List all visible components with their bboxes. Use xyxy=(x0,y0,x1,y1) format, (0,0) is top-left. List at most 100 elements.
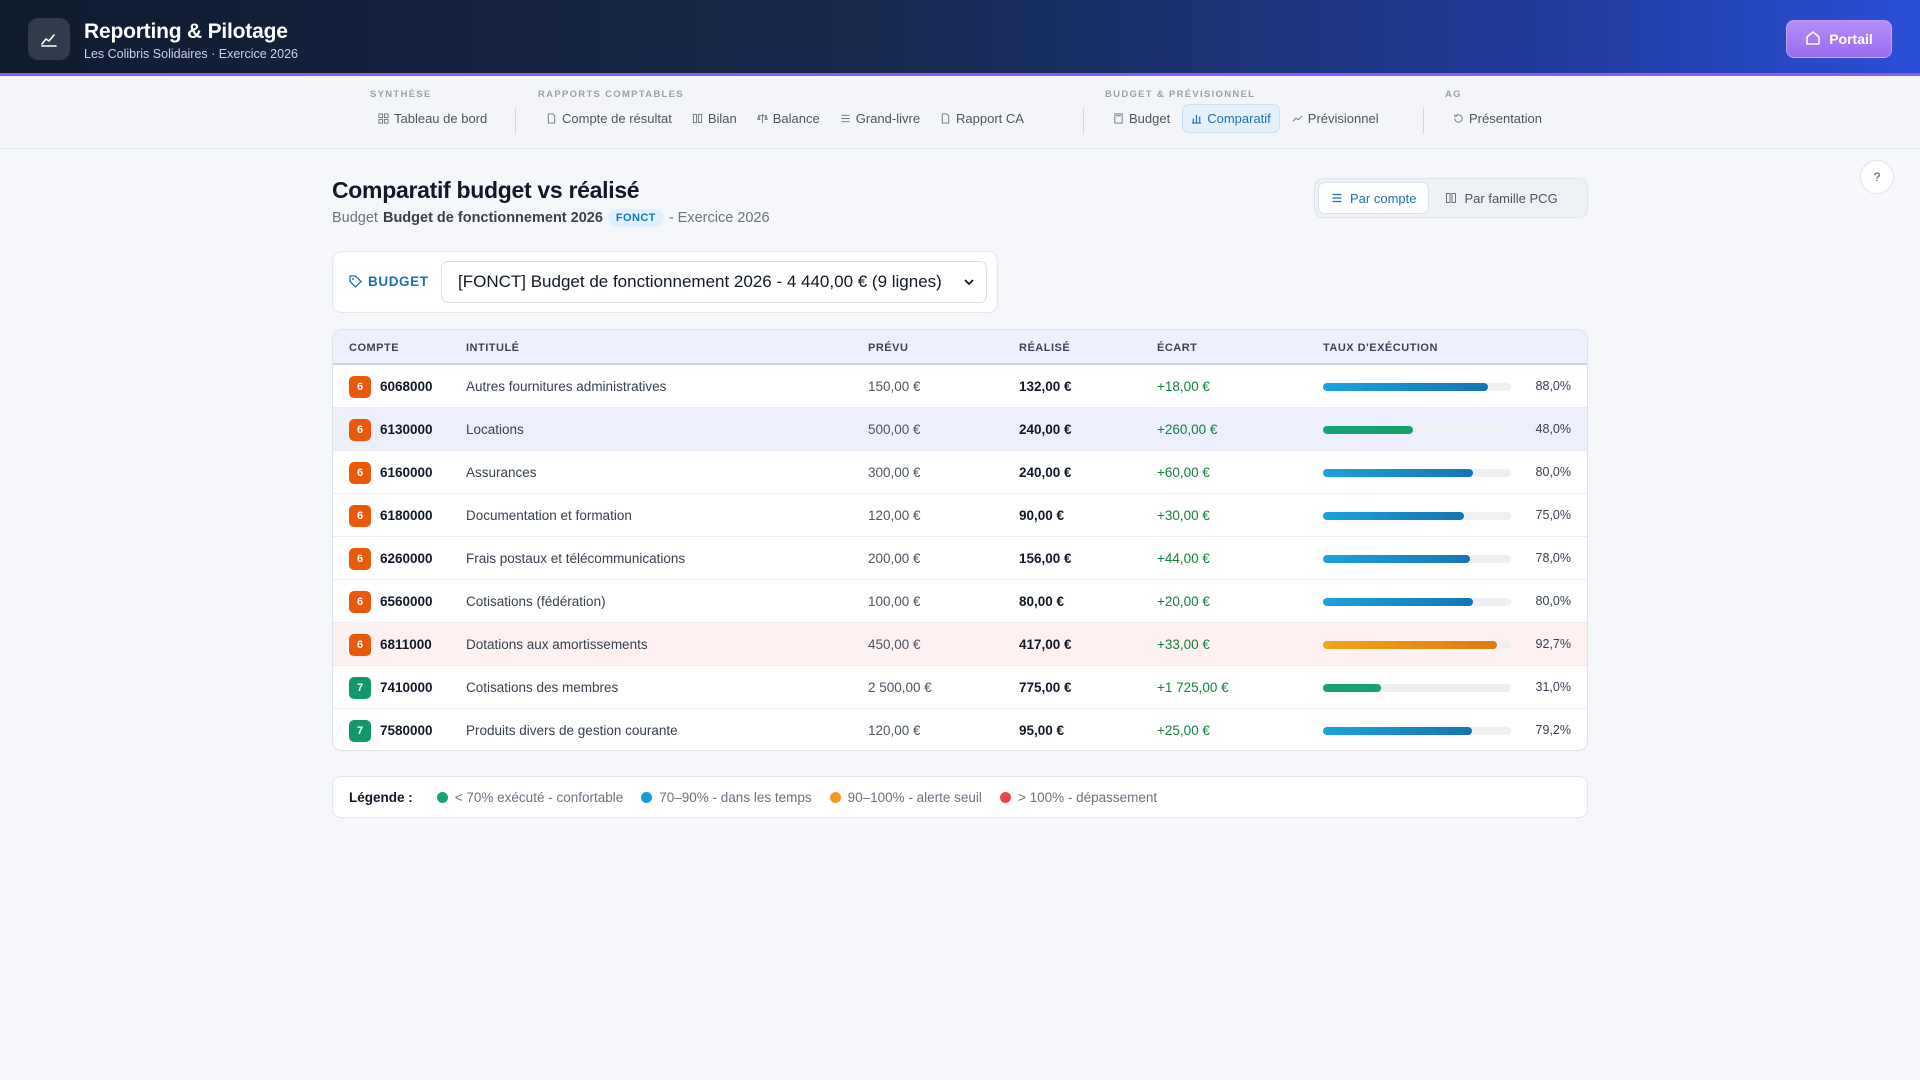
execution-rate-bar xyxy=(1323,555,1511,563)
view-by-family-button[interactable]: Par famille PCG xyxy=(1433,182,1569,214)
variance-amount: +20,00 € xyxy=(1157,594,1210,609)
account-number: 6560000 xyxy=(380,594,433,609)
document-icon xyxy=(941,113,950,124)
actual-amount: 240,00 € xyxy=(1019,465,1072,480)
account-number: 7410000 xyxy=(380,680,433,695)
trend-icon xyxy=(1292,115,1303,122)
chevron-down-icon xyxy=(964,279,974,286)
bar-chart-icon xyxy=(1192,114,1202,124)
variance-amount: +260,00 € xyxy=(1157,422,1218,437)
nav-item-presentation[interactable]: Présentation xyxy=(1445,104,1550,133)
legend-item-label: < 70% exécuté - confortable xyxy=(454,789,624,805)
actual-amount: 95,00 € xyxy=(1019,723,1065,738)
planned-amount: 500,00 € xyxy=(868,422,921,437)
nav-item-label: Bilan xyxy=(707,111,737,126)
budget-selector-card: BUDGET [FONCT] Budget de fonctionnement … xyxy=(332,251,998,313)
view-by-account-button[interactable]: Par compte xyxy=(1318,182,1430,214)
app-subtitle: Les Colibris Solidaires · Exercice 2026 xyxy=(84,47,298,61)
account-number: 6130000 xyxy=(380,422,433,437)
table-row[interactable]: 7 7410000 Cotisations des membres 2 500,00 … xyxy=(333,666,1587,709)
portal-label: Portail xyxy=(1829,31,1873,47)
blue-dot-icon xyxy=(641,791,653,803)
list-icon xyxy=(1332,193,1342,203)
calculator-icon xyxy=(1114,113,1123,124)
account-label: Autres fournitures administratives xyxy=(466,379,667,394)
planned-amount: 120,00 € xyxy=(868,723,921,738)
legend-item-alert: 90–100% - alerte seuil xyxy=(829,790,982,805)
nav-item-label: Tableau de bord xyxy=(394,111,488,126)
planned-amount: 100,00 € xyxy=(868,594,921,609)
execution-rate-label: 75,0% xyxy=(1535,508,1571,522)
nav-item-balance[interactable]: Balance xyxy=(749,104,828,133)
planned-amount: 300,00 € xyxy=(868,465,921,480)
planned-amount: 200,00 € xyxy=(868,551,921,566)
table-row[interactable]: 6 6180000 Documentation et formation 120,00… xyxy=(333,494,1587,537)
execution-rate-label: 31,0% xyxy=(1535,680,1571,694)
tag-icon xyxy=(349,275,362,288)
table-row[interactable]: 6 6260000 Frais postaux et télécommunicati… xyxy=(333,537,1587,580)
table-row[interactable]: 7 7580000 Produits divers de gestion coura… xyxy=(333,709,1587,750)
table-row[interactable]: 6 6068000 Autres fournitures administrativ… xyxy=(333,365,1587,408)
execution-rate-fill xyxy=(1323,684,1382,692)
execution-rate-label: 78,0% xyxy=(1535,551,1571,565)
comparison-table: COMPTE INTITULÉ PRÉVU RÉALISÉ ÉCART TAUX… xyxy=(332,329,1588,751)
budget-label-text: BUDGET xyxy=(368,274,429,289)
page-title: Comparatif budget vs réalisé xyxy=(332,177,640,203)
budget-select[interactable]: [FONCT] Budget de fonctionnement 2026 - … xyxy=(441,261,987,303)
list-icon xyxy=(841,114,850,123)
account-class-badge: 6 xyxy=(349,591,371,613)
view-by-family-label: Par famille PCG xyxy=(1464,190,1558,206)
account-class-badge: 6 xyxy=(349,419,371,441)
execution-rate-fill xyxy=(1323,641,1498,649)
column-header-compte: COMPTE xyxy=(349,342,400,354)
legend-item-overrun: > 100% - dépassement xyxy=(999,790,1157,805)
actual-amount: 80,00 € xyxy=(1019,594,1065,609)
planned-amount: 120,00 € xyxy=(868,508,921,523)
account-number: 6068000 xyxy=(380,379,433,394)
execution-rate-bar xyxy=(1323,598,1511,606)
variance-amount: +18,00 € xyxy=(1157,379,1210,394)
nav-item-tableau-de-bord[interactable]: Tableau de bord xyxy=(370,104,495,133)
nav-item-rapport-ca[interactable]: Rapport CA xyxy=(932,104,1032,133)
variance-amount: +33,00 € xyxy=(1157,637,1210,652)
main-navigation: SYNTHÈSE Tableau de bord RAPPORTS COMPTA… xyxy=(0,79,1920,149)
legend-item-in-time: 70–90% - dans les temps xyxy=(641,790,812,805)
nav-item-label: Prévisionnel xyxy=(1307,111,1379,126)
account-number: 7580000 xyxy=(380,723,433,738)
budget-code-badge: FONCT xyxy=(607,209,664,227)
account-class-badge: 7 xyxy=(349,677,371,699)
execution-rate-bar xyxy=(1323,684,1511,692)
portal-button[interactable]: Portail xyxy=(1786,20,1892,58)
account-number: 6811000 xyxy=(380,637,432,652)
table-row[interactable]: 6 6130000 Locations 500,00 € 240,00 € +260,00… xyxy=(333,408,1587,451)
account-class-badge: 7 xyxy=(349,720,371,742)
nav-item-previsionnel[interactable]: Prévisionnel xyxy=(1284,104,1387,133)
help-button[interactable]: ? xyxy=(1860,160,1894,194)
execution-rate-bar xyxy=(1323,641,1511,649)
table-header: COMPTE INTITULÉ PRÉVU RÉALISÉ ÉCART TAUX… xyxy=(333,330,1587,365)
variance-amount: +60,00 € xyxy=(1157,465,1210,480)
execution-rate-fill xyxy=(1323,383,1489,391)
table-row[interactable]: 6 6811000 Dotations aux amortissements 450,… xyxy=(333,623,1587,666)
account-number: 6160000 xyxy=(380,465,433,480)
subtitle-prefix: Budget xyxy=(332,210,378,226)
variance-amount: +25,00 € xyxy=(1157,723,1210,738)
nav-item-budget[interactable]: Budget xyxy=(1105,104,1178,133)
account-label: Cotisations (fédération) xyxy=(466,594,606,609)
nav-item-bilan[interactable]: Bilan xyxy=(684,104,745,133)
execution-rate-fill xyxy=(1323,555,1470,563)
account-label: Cotisations des membres xyxy=(466,680,619,695)
actual-amount: 775,00 € xyxy=(1019,680,1072,695)
variance-amount: +44,00 € xyxy=(1157,551,1210,566)
table-row[interactable]: 6 6160000 Assurances 300,00 € 240,00 € +60,00… xyxy=(333,451,1587,494)
column-header-ecart: ÉCART xyxy=(1157,342,1198,354)
table-row[interactable]: 6 6560000 Cotisations (fédération) 100,00 €… xyxy=(333,580,1587,623)
nav-item-grand-livre[interactable]: Grand-livre xyxy=(832,104,928,133)
columns-icon xyxy=(1446,193,1457,203)
execution-rate-bar xyxy=(1323,426,1511,434)
account-class-badge: 6 xyxy=(349,462,371,484)
nav-item-comparatif[interactable]: Comparatif xyxy=(1182,104,1280,133)
nav-item-compte-de-resultat[interactable]: Compte de résultat xyxy=(538,104,680,133)
execution-rate-label: 92,7% xyxy=(1535,637,1571,651)
nav-divider xyxy=(1423,108,1424,134)
